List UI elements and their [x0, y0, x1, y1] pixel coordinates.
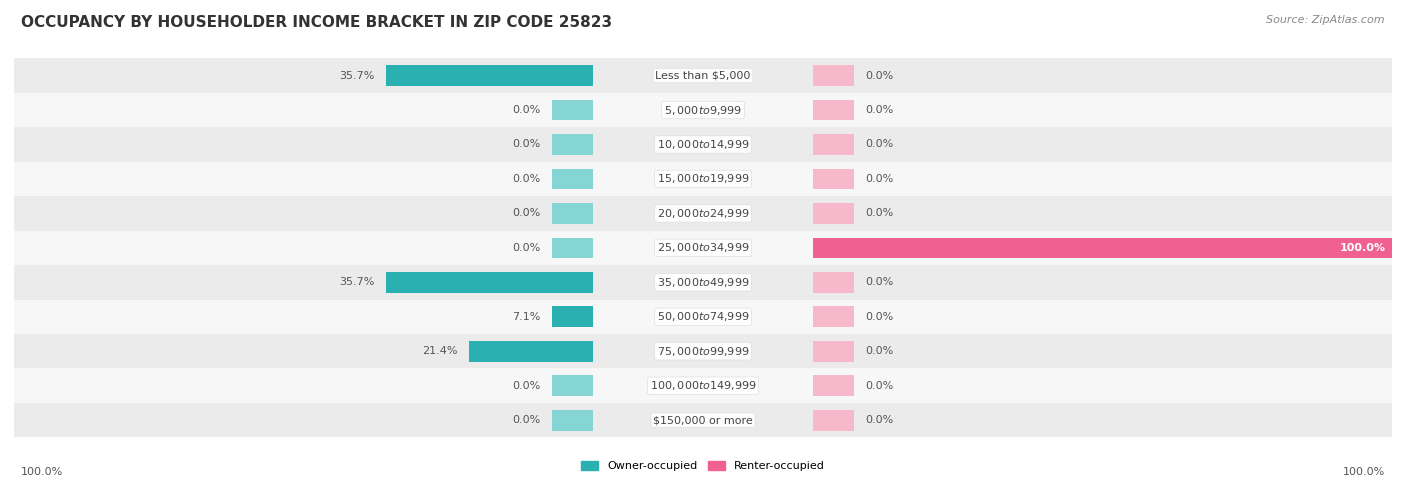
Text: $150,000 or more: $150,000 or more	[654, 415, 752, 425]
Bar	[14, 231, 593, 265]
Bar	[14, 299, 593, 334]
Bar	[813, 334, 1392, 368]
Text: $10,000 to $14,999: $10,000 to $14,999	[657, 138, 749, 151]
Text: 0.0%: 0.0%	[865, 346, 894, 356]
Text: 0.0%: 0.0%	[512, 243, 541, 253]
Bar	[553, 134, 593, 155]
Text: 21.4%: 21.4%	[422, 346, 457, 356]
Bar	[813, 238, 1392, 258]
Bar	[553, 203, 593, 224]
Bar	[593, 196, 813, 231]
Text: 0.0%: 0.0%	[865, 208, 894, 218]
Bar	[813, 162, 1392, 196]
Bar	[14, 162, 593, 196]
Bar	[14, 196, 593, 231]
Bar	[813, 265, 1392, 299]
Bar	[553, 100, 593, 121]
Bar	[593, 334, 813, 368]
Bar	[813, 58, 1392, 93]
Text: $75,000 to $99,999: $75,000 to $99,999	[657, 345, 749, 358]
Bar	[813, 127, 1392, 162]
Text: $15,000 to $19,999: $15,000 to $19,999	[657, 173, 749, 186]
Bar	[813, 93, 1392, 127]
Bar	[813, 231, 1392, 265]
Text: $35,000 to $49,999: $35,000 to $49,999	[657, 276, 749, 289]
Text: 0.0%: 0.0%	[865, 139, 894, 150]
Bar	[593, 299, 813, 334]
Text: 35.7%: 35.7%	[339, 70, 374, 81]
Bar	[14, 368, 593, 403]
Bar	[813, 410, 853, 431]
Bar	[553, 410, 593, 431]
Bar	[813, 299, 1392, 334]
Bar	[593, 93, 813, 127]
Text: 0.0%: 0.0%	[512, 208, 541, 218]
Bar	[553, 169, 593, 189]
Text: 35.7%: 35.7%	[339, 278, 374, 287]
Text: $20,000 to $24,999: $20,000 to $24,999	[657, 207, 749, 220]
Text: $25,000 to $34,999: $25,000 to $34,999	[657, 242, 749, 254]
Bar	[553, 238, 593, 258]
Bar	[813, 203, 853, 224]
Text: $5,000 to $9,999: $5,000 to $9,999	[664, 104, 742, 117]
Bar	[14, 58, 593, 93]
Bar	[387, 65, 593, 86]
Bar	[551, 307, 593, 327]
Bar	[593, 127, 813, 162]
Text: $100,000 to $149,999: $100,000 to $149,999	[650, 379, 756, 392]
Text: 0.0%: 0.0%	[865, 381, 894, 391]
Bar	[593, 265, 813, 299]
Bar	[813, 169, 853, 189]
Text: 7.1%: 7.1%	[512, 312, 540, 322]
Bar	[813, 196, 1392, 231]
Text: 0.0%: 0.0%	[865, 415, 894, 425]
Text: OCCUPANCY BY HOUSEHOLDER INCOME BRACKET IN ZIP CODE 25823: OCCUPANCY BY HOUSEHOLDER INCOME BRACKET …	[21, 15, 612, 30]
Text: 100.0%: 100.0%	[1343, 467, 1385, 477]
Bar	[813, 368, 1392, 403]
Text: 0.0%: 0.0%	[865, 174, 894, 184]
Bar	[593, 231, 813, 265]
Bar	[14, 265, 593, 299]
Text: 0.0%: 0.0%	[865, 105, 894, 115]
Bar	[593, 403, 813, 437]
Text: 0.0%: 0.0%	[512, 105, 541, 115]
Text: 0.0%: 0.0%	[865, 70, 894, 81]
Text: Less than $5,000: Less than $5,000	[655, 70, 751, 81]
Bar	[14, 403, 593, 437]
Text: 0.0%: 0.0%	[512, 139, 541, 150]
Bar	[14, 127, 593, 162]
Text: 0.0%: 0.0%	[512, 415, 541, 425]
Bar	[387, 272, 593, 293]
Bar	[593, 162, 813, 196]
Bar	[813, 65, 853, 86]
Bar	[14, 93, 593, 127]
Bar	[470, 341, 593, 362]
Text: 0.0%: 0.0%	[865, 278, 894, 287]
Bar	[813, 307, 853, 327]
Bar	[593, 368, 813, 403]
Text: 0.0%: 0.0%	[865, 312, 894, 322]
Text: 100.0%: 100.0%	[1340, 243, 1386, 253]
Text: $50,000 to $74,999: $50,000 to $74,999	[657, 310, 749, 323]
Legend: Owner-occupied, Renter-occupied: Owner-occupied, Renter-occupied	[576, 456, 830, 476]
Bar	[14, 334, 593, 368]
Bar	[553, 375, 593, 396]
Text: 0.0%: 0.0%	[512, 381, 541, 391]
Bar	[813, 134, 853, 155]
Bar	[813, 375, 853, 396]
Bar	[813, 403, 1392, 437]
Bar	[813, 341, 853, 362]
Bar	[813, 272, 853, 293]
Bar	[813, 100, 853, 121]
Text: 0.0%: 0.0%	[512, 174, 541, 184]
Text: Source: ZipAtlas.com: Source: ZipAtlas.com	[1267, 15, 1385, 25]
Bar	[593, 58, 813, 93]
Text: 100.0%: 100.0%	[21, 467, 63, 477]
